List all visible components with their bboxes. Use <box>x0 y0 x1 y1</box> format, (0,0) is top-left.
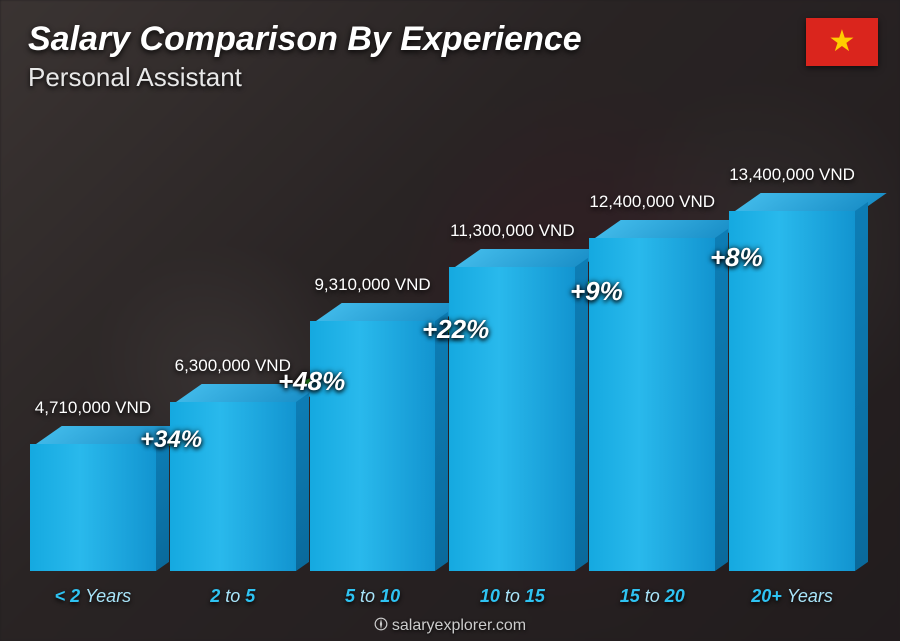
bar-3d <box>589 220 715 571</box>
content: Salary Comparison By Experience Personal… <box>0 0 900 641</box>
x-axis-labels: < 2 Years 2 to 5 5 to 10 10 to 15 15 to 20 20… <box>30 586 855 607</box>
growth-pct-2: +22% <box>422 314 489 345</box>
bar-2: 9,310,000 VND <box>310 275 436 571</box>
bar-3d <box>170 384 296 571</box>
bar-value-label: 6,300,000 VND <box>175 356 291 376</box>
x-label-0: < 2 Years <box>30 586 156 607</box>
star-icon: ★ <box>829 27 856 57</box>
growth-pct-3: +9% <box>570 276 623 307</box>
compass-icon <box>374 617 388 631</box>
bar-1: 6,300,000 VND <box>170 356 296 571</box>
footer: salaryexplorer.com <box>0 617 900 635</box>
bar-side-face <box>435 312 448 571</box>
x-label-3: 10 to 15 <box>449 586 575 607</box>
bar-front-face <box>30 444 156 571</box>
page-title: Salary Comparison By Experience <box>28 20 582 59</box>
bar-value-label: 12,400,000 VND <box>589 192 715 212</box>
flag-vietnam: ★ <box>806 18 878 66</box>
x-label-2: 5 to 10 <box>310 586 436 607</box>
growth-pct-0: +34% <box>140 426 202 454</box>
bar-side-face <box>156 435 169 571</box>
growth-pct-4: +8% <box>710 242 763 273</box>
x-label-4: 15 to 20 <box>589 586 715 607</box>
bar-3d <box>30 426 156 571</box>
bar-5: 13,400,000 VND <box>729 165 855 571</box>
bar-value-label: 9,310,000 VND <box>314 275 430 295</box>
bar-value-label: 4,710,000 VND <box>35 398 151 418</box>
bar-3: 11,300,000 VND <box>449 221 575 571</box>
page-subtitle: Personal Assistant <box>28 62 242 93</box>
bar-side-face <box>715 229 728 571</box>
footer-text: salaryexplorer.com <box>392 617 526 634</box>
bar-value-label: 13,400,000 VND <box>729 165 855 185</box>
bar-3d <box>310 303 436 571</box>
salary-bar-chart: 4,710,000 VND 6,300,000 VND 9,310,000 VND 1… <box>30 116 855 571</box>
growth-pct-1: +48% <box>278 366 345 397</box>
bar-side-face <box>855 202 868 571</box>
bar-front-face <box>310 321 436 571</box>
bar-3d <box>449 249 575 571</box>
bar-value-label: 11,300,000 VND <box>450 221 574 241</box>
bar-side-face <box>296 393 309 571</box>
bar-4: 12,400,000 VND <box>589 192 715 571</box>
bar-0: 4,710,000 VND <box>30 398 156 571</box>
bar-front-face <box>449 267 575 571</box>
x-label-5: 20+ Years <box>729 586 855 607</box>
x-label-1: 2 to 5 <box>170 586 296 607</box>
